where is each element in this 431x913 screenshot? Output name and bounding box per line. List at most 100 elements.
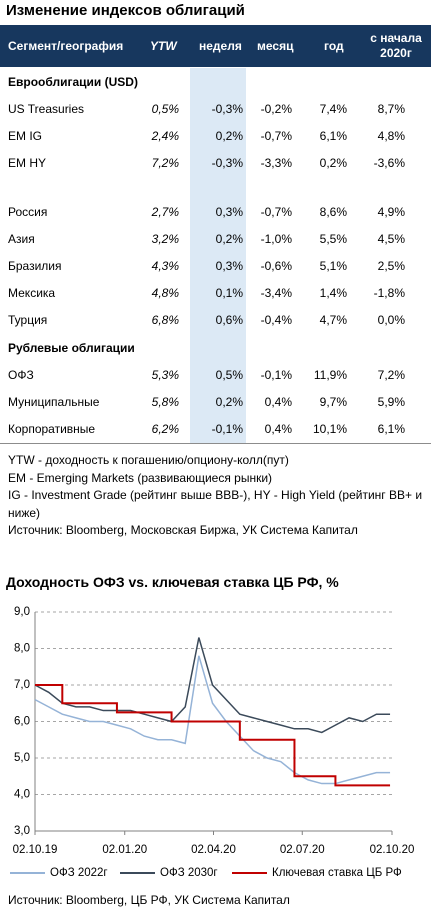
cell-value: 6,8% <box>151 313 179 327</box>
legend-label: ОФЗ 2030г <box>160 867 218 879</box>
cell-value: 6,1% <box>319 129 347 143</box>
chart-title: Доходность ОФЗ vs. ключевая ставка ЦБ РФ… <box>6 574 339 590</box>
x-tick-label: 02.10.19 <box>13 844 58 856</box>
cell-value: 0,2% <box>215 129 243 143</box>
column-highlight <box>190 68 246 443</box>
cell-value: 11,9% <box>313 368 347 382</box>
notes: YTW - доходность к погашению/опциону-кол… <box>8 452 428 540</box>
cell-value: -0,2% <box>260 102 292 116</box>
header-cell: месяц <box>257 39 294 53</box>
note-line: YTW - доходность к погашению/опциону-кол… <box>8 453 289 467</box>
cell-value: 7,4% <box>319 102 347 116</box>
cell-value: 0,5% <box>151 102 179 116</box>
divider <box>0 443 431 444</box>
row-label: EM HY <box>8 156 47 170</box>
x-tick-label: 02.07.20 <box>280 844 325 856</box>
y-tick-label: 8,0 <box>14 643 30 655</box>
cell-value: 0,2% <box>215 232 243 246</box>
series-line <box>35 684 391 787</box>
header-cell: Сегмент/география <box>8 39 124 53</box>
row-label: Бразилия <box>8 259 62 273</box>
table-header: Сегмент/география YTW неделя месяц год с нача… <box>0 25 431 67</box>
x-tick-label: 02.04.20 <box>191 844 236 856</box>
y-tick-label: 9,0 <box>14 606 30 618</box>
x-tick-label: 02.01.20 <box>102 844 147 856</box>
cell-value: 0,4% <box>264 395 292 409</box>
cell-value: 5,9% <box>377 395 405 409</box>
cell-value: 2,7% <box>151 205 179 219</box>
cell-value: -0,3% <box>211 102 243 116</box>
cell-value: 4,3% <box>151 259 179 273</box>
row-label: Мексика <box>8 286 56 300</box>
y-tick-label: 4,0 <box>14 789 30 801</box>
y-tick-label: 5,0 <box>14 752 30 764</box>
cell-value: 5,1% <box>319 259 347 273</box>
cell-value: 5,8% <box>151 395 179 409</box>
y-tick-label: 6,0 <box>14 716 30 728</box>
row-label: Турция <box>8 313 48 327</box>
cell-value: -1,0% <box>260 232 292 246</box>
cell-value: 0,1% <box>215 286 243 300</box>
cell-value: 2,4% <box>151 129 179 143</box>
cell-value: 4,7% <box>319 313 347 327</box>
cell-value: 4,9% <box>377 205 405 219</box>
row-label: ОФЗ <box>8 368 34 382</box>
row-label: Азия <box>8 232 35 246</box>
cell-value: -3,3% <box>260 156 292 170</box>
cell-value: 2,5% <box>377 259 405 273</box>
group-title: Рублевые облигации <box>8 341 135 355</box>
cell-value: -3,4% <box>260 286 292 300</box>
note-line: Источник: Bloomberg, Московская Биржа, У… <box>8 523 358 537</box>
y-tick-label: 3,0 <box>14 825 30 837</box>
legend-label: ОФЗ 2022г <box>50 867 108 879</box>
row-label: Муниципальные <box>8 395 100 409</box>
cell-value: 7,2% <box>151 156 179 170</box>
cell-value: -0,3% <box>211 156 243 170</box>
header-cell: неделя <box>199 39 242 53</box>
cell-value: 7,2% <box>377 368 405 382</box>
x-tick-label: 02.10.20 <box>370 844 415 856</box>
series-line <box>34 655 391 785</box>
header-cell: YTW <box>150 39 177 53</box>
cell-value: 4,5% <box>377 232 405 246</box>
cell-value: 0,2% <box>319 156 347 170</box>
row-label: Россия <box>8 205 48 219</box>
row-label: US Treasuries <box>8 102 85 116</box>
cell-value: 4,8% <box>151 286 179 300</box>
cell-value: 5,5% <box>319 232 347 246</box>
cell-value: 5,3% <box>151 368 179 382</box>
cell-value: 4,8% <box>377 129 405 143</box>
header-cell: с начала 2020г <box>370 31 422 60</box>
header-cell: год <box>324 39 344 53</box>
cell-value: 0,2% <box>215 395 243 409</box>
cell-value: -3,6% <box>373 156 405 170</box>
cell-value: 0,3% <box>215 259 243 273</box>
cell-value: 10,1% <box>312 422 347 436</box>
cell-value: 0,5% <box>215 368 243 382</box>
cell-value: 0,0% <box>377 313 405 327</box>
series-line <box>34 637 391 734</box>
cell-value: -1,8% <box>373 286 405 300</box>
cell-value: 9,7% <box>319 395 347 409</box>
title: Изменение индексов облигаций <box>6 2 245 19</box>
cell-value: -0,1% <box>260 368 292 382</box>
cell-value: -0,4% <box>260 313 292 327</box>
cell-value: 6,2% <box>151 422 179 436</box>
y-tick-label: 7,0 <box>14 679 30 691</box>
cell-value: 6,1% <box>377 422 405 436</box>
row-label: Корпоративные <box>8 422 96 436</box>
cell-value: -0,7% <box>260 205 292 219</box>
cell-value: 1,4% <box>319 286 347 300</box>
cell-value: -0,1% <box>211 422 243 436</box>
cell-value: 0,3% <box>215 205 243 219</box>
group-title: Еврооблигации (USD) <box>8 75 138 89</box>
cell-value: 0,6% <box>215 313 243 327</box>
note-line: EM - Emerging Markets (развивающиеся рын… <box>8 470 273 485</box>
cell-value: 8,7% <box>377 102 405 116</box>
cell-value: -0,6% <box>260 259 292 273</box>
cell-value: 8,6% <box>319 205 347 219</box>
row-label: EM IG <box>8 129 43 143</box>
note-line: IG - Investment Grade (рейтинг выше BBB-… <box>8 488 423 520</box>
cell-value: -0,7% <box>260 129 292 143</box>
